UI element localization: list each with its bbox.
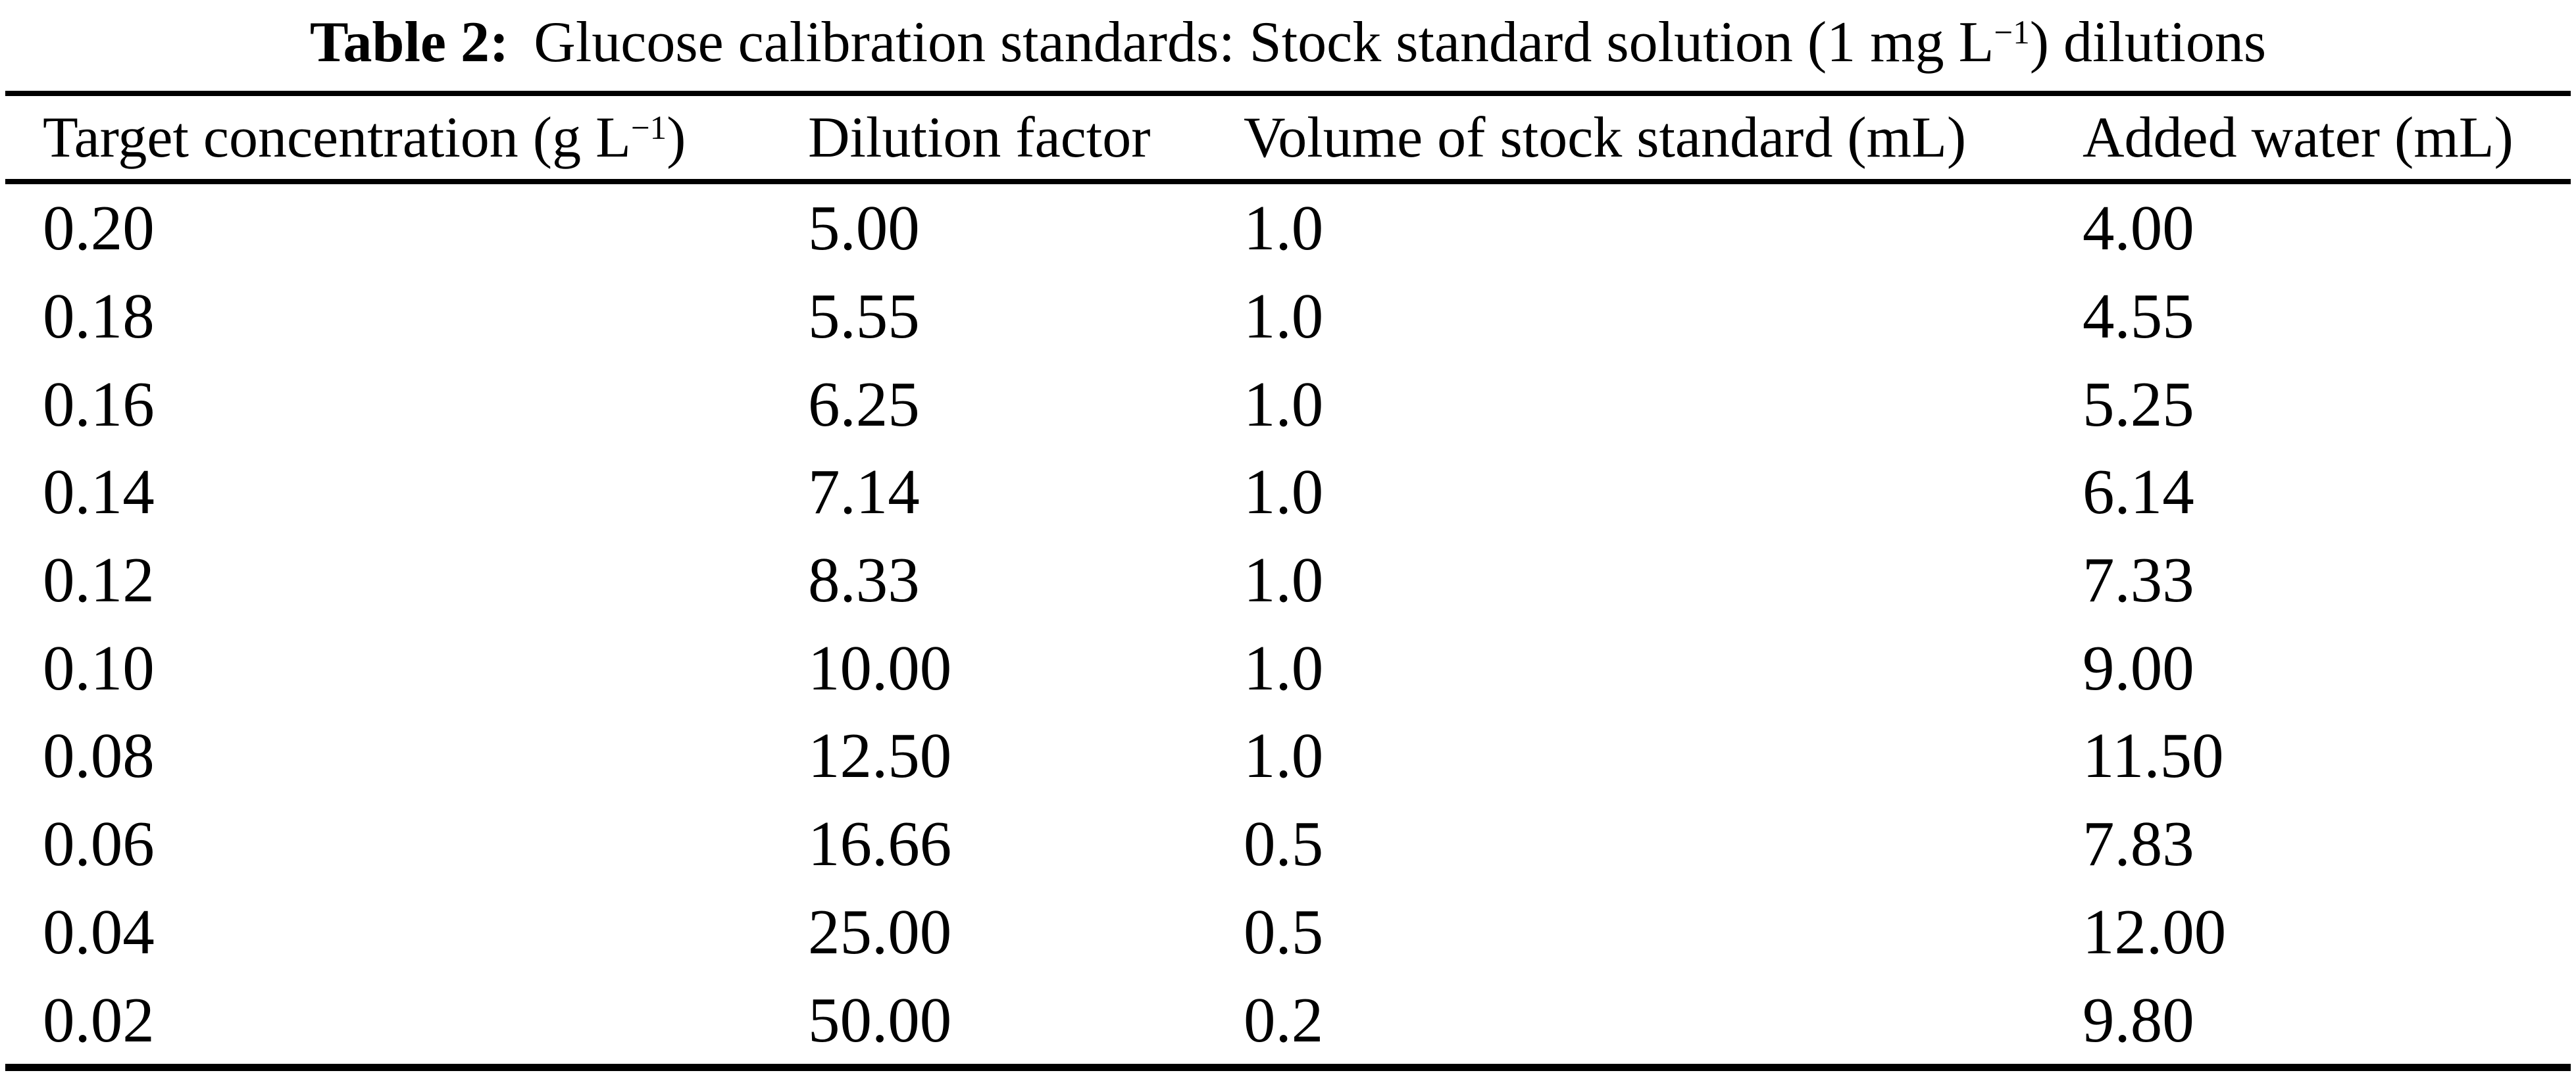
table-header-row: Target concentration (g L−1) Dilution fa… xyxy=(0,96,2576,179)
table-row: 0.04 25.00 0.5 12.00 xyxy=(0,888,2576,976)
table-cell: 0.08 xyxy=(43,720,155,791)
table-cell: 0.16 xyxy=(43,368,155,439)
table-cell: 25.00 xyxy=(808,896,952,967)
table-row: 0.06 16.66 0.5 7.83 xyxy=(0,800,2576,888)
table-cell: 0.2 xyxy=(1244,984,1324,1055)
table-cell: 9.00 xyxy=(2083,632,2194,703)
caption-superscript: −1 xyxy=(1994,14,2030,52)
table-rule-header-separator xyxy=(5,179,2571,184)
table-cell: 4.55 xyxy=(2083,281,2194,352)
table-cell: 10.00 xyxy=(808,632,952,703)
table-cell: 1.0 xyxy=(1244,632,1324,703)
header-dilution-factor: Dilution factor xyxy=(808,109,1244,179)
table-cell: 1.0 xyxy=(1244,457,1324,528)
table-cell: 9.80 xyxy=(2083,984,2194,1055)
table-cell: 0.02 xyxy=(43,984,155,1055)
table-cell: 12.00 xyxy=(2083,896,2227,967)
table-row: 0.12 8.33 1.0 7.33 xyxy=(0,536,2576,624)
table-cell: 5.00 xyxy=(808,193,920,264)
table-cell: 0.18 xyxy=(43,281,155,352)
table-cell: 5.25 xyxy=(2083,368,2194,439)
header-text: Volume of stock standard (mL) xyxy=(1244,106,1967,170)
table-cell: 4.00 xyxy=(2083,193,2194,264)
header-target-concentration: Target concentration (g L−1) xyxy=(43,109,808,179)
table-cell: 0.14 xyxy=(43,457,155,528)
table-cell: 0.5 xyxy=(1244,809,1324,880)
table-cell: 12.50 xyxy=(808,720,952,791)
header-volume-of-stock-standard: Volume of stock standard (mL) xyxy=(1244,109,2083,179)
table-cell: 11.50 xyxy=(2083,720,2224,791)
table-cell: 1.0 xyxy=(1244,368,1324,439)
table-row: 0.02 50.00 0.2 9.80 xyxy=(0,976,2576,1064)
table-body: 0.20 5.00 1.0 4.00 0.18 5.55 1.0 4.55 0.… xyxy=(0,184,2576,1064)
table-cell: 8.33 xyxy=(808,545,920,616)
header-text-after: ) xyxy=(667,106,686,170)
table-cell: 0.12 xyxy=(43,545,155,616)
table-row: 0.10 10.00 1.0 9.00 xyxy=(0,624,2576,712)
header-added-water: Added water (mL) xyxy=(2083,109,2576,179)
table-cell: 6.14 xyxy=(2083,457,2194,528)
table-cell: 0.04 xyxy=(43,896,155,967)
table-cell: 7.33 xyxy=(2083,545,2194,616)
table-cell: 1.0 xyxy=(1244,720,1324,791)
table-cell: 1.0 xyxy=(1244,193,1324,264)
table-row: 0.08 12.50 1.0 11.50 xyxy=(0,712,2576,800)
caption-text-after: ) dilutions xyxy=(2029,11,2267,74)
table-cell: 7.14 xyxy=(808,457,920,528)
table-row: 0.20 5.00 1.0 4.00 xyxy=(0,184,2576,272)
table-caption: Table 2: Glucose calibration standards: S… xyxy=(0,7,2576,79)
table-cell: 7.83 xyxy=(2083,809,2194,880)
header-text: Added water (mL) xyxy=(2083,106,2513,170)
table-row: 0.18 5.55 1.0 4.55 xyxy=(0,272,2576,361)
table-cell: 0.10 xyxy=(43,632,155,703)
caption-label: Table 2: xyxy=(309,11,509,74)
table-rule-bottom xyxy=(5,1064,2571,1071)
header-text: Dilution factor xyxy=(808,106,1151,170)
table-row: 0.14 7.14 1.0 6.14 xyxy=(0,448,2576,536)
table-row: 0.16 6.25 1.0 5.25 xyxy=(0,360,2576,448)
header-text: Target concentration (g L xyxy=(43,106,631,170)
header-superscript: −1 xyxy=(630,110,667,147)
table-rule-top xyxy=(5,91,2571,96)
table-cell: 1.0 xyxy=(1244,281,1324,352)
table-cell: 16.66 xyxy=(808,809,952,880)
table-cell: 1.0 xyxy=(1244,545,1324,616)
table-cell: 0.06 xyxy=(43,809,155,880)
table-cell: 0.20 xyxy=(43,193,155,264)
table-cell: 50.00 xyxy=(808,984,952,1055)
table-cell: 5.55 xyxy=(808,281,920,352)
table-cell: 0.5 xyxy=(1244,896,1324,967)
caption-text: Glucose calibration standards: Stock sta… xyxy=(534,11,1994,74)
table-cell: 6.25 xyxy=(808,368,920,439)
